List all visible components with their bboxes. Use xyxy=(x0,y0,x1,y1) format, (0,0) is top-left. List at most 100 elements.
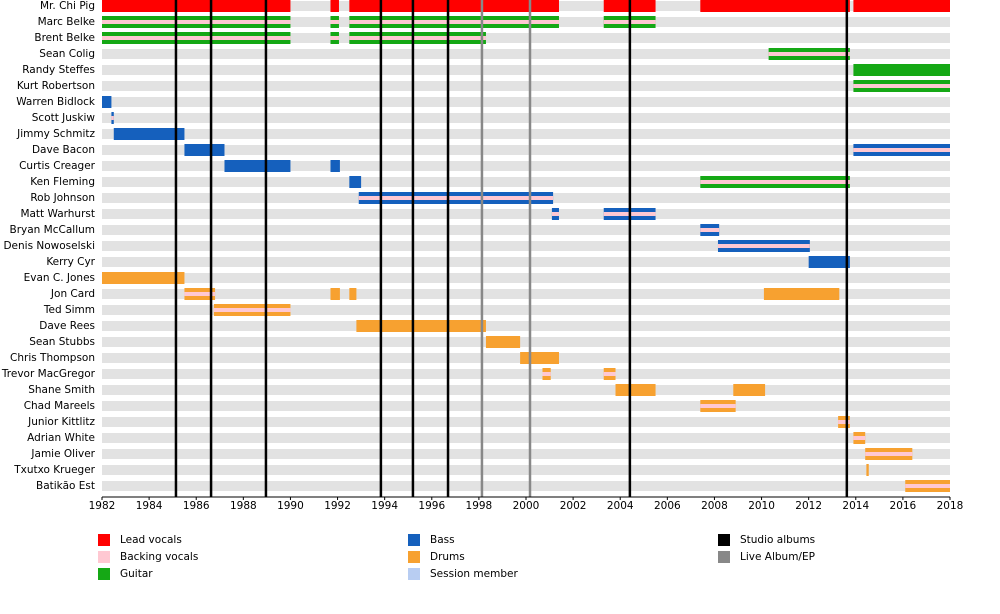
member-label: Marc Belke xyxy=(38,16,95,28)
row-band xyxy=(102,129,950,139)
member-label: Ted Simm xyxy=(43,304,95,316)
x-tick-label: 1994 xyxy=(371,500,398,512)
row-band xyxy=(102,273,950,283)
legend-label: Drums xyxy=(430,551,465,563)
x-tick-label: 1996 xyxy=(418,500,445,512)
secondary-role-stripe xyxy=(853,84,950,88)
row-band xyxy=(102,481,950,491)
member-label: Chad Mareels xyxy=(24,400,95,412)
x-tick-label: 1984 xyxy=(136,500,163,512)
role-bar xyxy=(102,0,291,12)
row-band xyxy=(102,401,950,411)
member-label: Adrian White xyxy=(27,432,95,444)
row-band xyxy=(102,113,950,123)
row-band xyxy=(102,81,950,91)
member-label: Brent Belke xyxy=(34,32,95,44)
row-band xyxy=(102,49,950,59)
member-label: Trevor MacGregor xyxy=(1,368,96,380)
role-bar xyxy=(330,0,339,12)
x-tick-label: 1986 xyxy=(183,500,210,512)
role-bar xyxy=(520,352,559,364)
role-bar xyxy=(349,288,357,300)
secondary-role-stripe xyxy=(853,148,950,152)
secondary-role-stripe xyxy=(330,20,339,24)
x-tick-label: 2012 xyxy=(795,500,822,512)
row-band xyxy=(102,209,950,219)
role-bar xyxy=(113,128,185,140)
row-band xyxy=(102,385,950,395)
member-label: Batikão Est xyxy=(36,480,95,492)
member-label: Ken Fleming xyxy=(30,176,95,188)
row-band xyxy=(102,225,950,235)
role-bar xyxy=(700,0,850,12)
secondary-role-stripe xyxy=(111,116,114,120)
member-label: Dave Bacon xyxy=(32,144,95,156)
member-label: Warren Bidlock xyxy=(16,96,96,108)
secondary-role-stripe xyxy=(102,20,291,24)
legend-label: Session member xyxy=(430,568,518,580)
secondary-role-stripe xyxy=(349,36,486,40)
role-bar xyxy=(853,64,950,76)
legend-swatch xyxy=(98,568,110,580)
legend-swatch xyxy=(718,551,730,563)
role-bar xyxy=(866,464,869,476)
legend-swatch xyxy=(98,551,110,563)
legend-label: Lead vocals xyxy=(120,534,182,546)
role-bar xyxy=(615,384,656,396)
member-label: Bryan McCallum xyxy=(10,224,95,236)
x-tick-label: 1988 xyxy=(230,500,257,512)
x-tick-label: 2016 xyxy=(890,500,917,512)
secondary-role-stripe xyxy=(330,36,339,40)
row-band xyxy=(102,97,950,107)
role-bar xyxy=(349,0,559,12)
row-band xyxy=(102,417,950,427)
row-band xyxy=(102,65,950,75)
member-label: Junior Kittlitz xyxy=(27,416,95,428)
row-band xyxy=(102,321,950,331)
role-bar xyxy=(330,160,340,172)
member-label: Sean Colig xyxy=(39,48,95,60)
role-bar xyxy=(184,144,225,156)
legend-swatch xyxy=(408,534,420,546)
x-tick-label: 2006 xyxy=(654,500,681,512)
member-label: Chris Thompson xyxy=(10,352,95,364)
secondary-role-stripe xyxy=(603,372,616,376)
row-band xyxy=(102,241,950,251)
role-bar xyxy=(102,272,185,284)
role-bar xyxy=(853,0,950,12)
x-tick-label: 1982 xyxy=(89,500,116,512)
role-bar xyxy=(102,96,112,108)
legend-swatch xyxy=(408,551,420,563)
x-tick-label: 1992 xyxy=(324,500,351,512)
row-band xyxy=(102,465,950,475)
member-label: Rob Johnson xyxy=(30,192,95,204)
secondary-role-stripe xyxy=(542,372,551,376)
secondary-role-stripe xyxy=(349,20,559,24)
member-label: Sean Stubbs xyxy=(29,336,95,348)
row-band xyxy=(102,177,950,187)
role-bar xyxy=(733,384,766,396)
member-label: Kurt Robertson xyxy=(17,80,95,92)
role-bar xyxy=(349,176,362,188)
x-tick-label: 1998 xyxy=(466,500,493,512)
secondary-role-stripe xyxy=(358,196,554,200)
legend-label: Bass xyxy=(430,534,455,546)
row-band xyxy=(102,433,950,443)
member-label: Txutxo Krueger xyxy=(13,464,95,476)
member-label: Scott Juskiw xyxy=(32,112,96,124)
legend-swatch xyxy=(408,568,420,580)
secondary-role-stripe xyxy=(768,52,850,56)
x-tick-label: 2000 xyxy=(513,500,540,512)
x-tick-label: 2002 xyxy=(560,500,587,512)
row-band xyxy=(102,145,950,155)
role-bar xyxy=(763,288,840,300)
legend-swatch xyxy=(98,534,110,546)
legend-label: Backing vocals xyxy=(120,551,198,563)
x-tick-label: 1990 xyxy=(277,500,304,512)
secondary-role-stripe xyxy=(184,292,216,296)
legend-label: Studio albums xyxy=(740,534,815,546)
member-label: Jon Card xyxy=(50,288,95,300)
member-label: Jamie Oliver xyxy=(30,448,95,460)
role-bar xyxy=(356,320,486,332)
